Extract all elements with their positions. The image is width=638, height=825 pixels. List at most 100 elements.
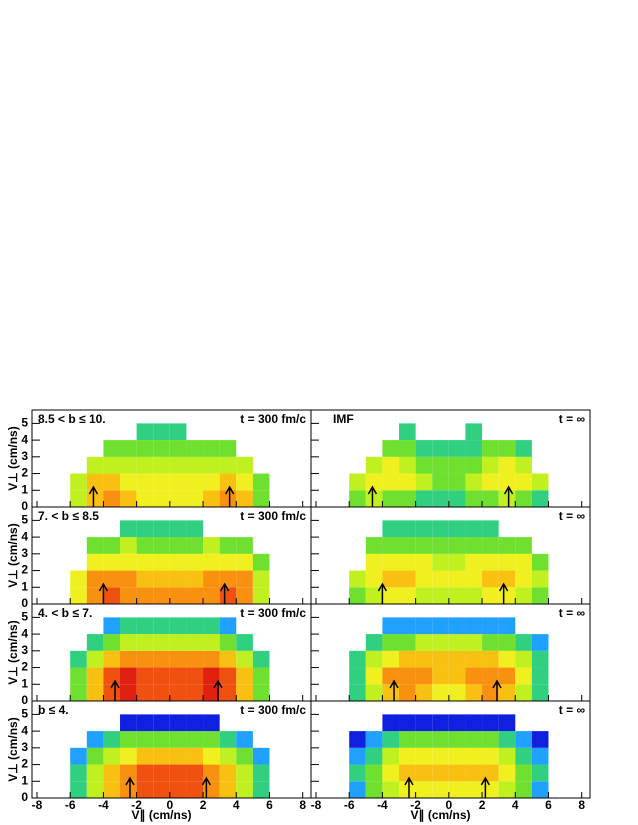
y-tick-label: 0	[21, 596, 28, 610]
heat-cell	[186, 490, 204, 507]
heat-cell	[54, 474, 71, 491]
heat-cell	[169, 747, 187, 765]
heat-cell	[203, 473, 220, 491]
heat-cell	[415, 731, 433, 748]
heat-cell	[86, 553, 104, 571]
heat-cell	[399, 667, 416, 685]
heat-cell	[515, 553, 532, 571]
heat-cell	[103, 714, 120, 731]
heat-cell	[333, 684, 350, 701]
x-tick-label: 2	[479, 798, 486, 812]
heat-cell	[432, 440, 449, 457]
heat-cell	[349, 554, 366, 571]
heat-cell	[448, 587, 466, 604]
y-axis-label: V⊥ (cm/ns)	[6, 426, 20, 490]
heat-cell	[269, 571, 286, 588]
heat-cell	[136, 490, 154, 507]
heat-cell	[203, 684, 220, 701]
heat-cell	[103, 553, 121, 571]
heat-cell	[219, 553, 237, 571]
heat-cell	[203, 537, 220, 554]
heat-cell	[219, 684, 237, 701]
heat-cell	[120, 490, 137, 507]
heat-cell	[515, 440, 532, 457]
arrow	[213, 679, 223, 701]
heat-cell	[54, 765, 71, 782]
heat-cell	[399, 537, 416, 554]
heat-cell	[382, 456, 400, 474]
heat-cell	[120, 553, 137, 571]
heat-cell	[548, 651, 565, 668]
heat-cell	[103, 440, 121, 457]
heat-cell	[136, 587, 154, 604]
heat-cell	[103, 650, 121, 668]
heat-cell	[498, 617, 516, 635]
heat-cell	[532, 617, 549, 634]
heat-cell	[432, 456, 449, 474]
heat-cell	[548, 731, 565, 748]
heat-cell	[169, 520, 187, 538]
heat-cell	[448, 617, 466, 635]
panel-title: IMF	[333, 412, 354, 426]
heat-cell	[103, 520, 120, 537]
heat-cell	[382, 617, 400, 635]
heat-cell	[448, 731, 466, 748]
arrow	[377, 582, 388, 604]
heat-cell	[120, 473, 137, 491]
heat-cell	[482, 781, 499, 798]
heat-cell	[54, 651, 71, 668]
heat-cell	[120, 537, 137, 554]
heat-cell	[120, 456, 137, 474]
heat-cell	[219, 587, 237, 604]
heat-cell	[236, 634, 253, 651]
y-tick-label: 1	[21, 579, 28, 593]
heat-cell	[153, 473, 170, 491]
heat-cell	[382, 520, 400, 538]
heat-cell	[103, 423, 120, 440]
heat-cell	[236, 781, 253, 798]
heat-cell	[548, 684, 565, 701]
heat-cell	[465, 617, 483, 635]
heat-cell	[399, 714, 416, 732]
heat-cell	[448, 714, 466, 732]
heat-cell	[399, 440, 416, 457]
heat-cell	[169, 731, 187, 748]
heat-cell	[153, 423, 170, 441]
heat-cell	[169, 781, 187, 798]
heat-cell	[349, 714, 366, 731]
heat-cell	[269, 634, 286, 651]
heat-cell	[499, 520, 516, 537]
heat-cell	[86, 537, 104, 554]
heat-cell	[548, 474, 565, 491]
heat-cell	[136, 570, 154, 588]
heat-cell	[136, 634, 154, 651]
panel-time: t = ∞	[559, 412, 585, 426]
heat-cell	[482, 473, 499, 491]
arrow	[201, 776, 212, 798]
heat-cell	[415, 456, 433, 474]
heat-cell	[333, 651, 350, 668]
heat-cell	[399, 634, 416, 651]
heat-cell	[252, 650, 270, 668]
heat-cell	[120, 714, 137, 732]
heat-cell	[153, 731, 170, 748]
heat-cell	[219, 747, 237, 765]
panel-time: t = ∞	[559, 509, 585, 523]
heat-cell	[153, 714, 170, 732]
heat-cell	[153, 684, 170, 701]
heat-cell	[532, 457, 549, 474]
heat-cell	[333, 571, 350, 588]
heat-cell	[269, 668, 286, 685]
heat-cell	[54, 731, 71, 748]
heat-cell	[153, 537, 170, 554]
heat-cell	[54, 571, 71, 588]
heat-cell	[498, 747, 516, 765]
heat-cell	[120, 587, 137, 604]
heat-cell	[448, 456, 466, 474]
y-tick-label: 3	[21, 449, 28, 463]
heat-cell	[515, 781, 532, 798]
heat-cell	[153, 570, 170, 588]
heat-cell	[382, 747, 400, 765]
heat-cell	[54, 440, 71, 457]
heat-cell	[531, 667, 549, 685]
